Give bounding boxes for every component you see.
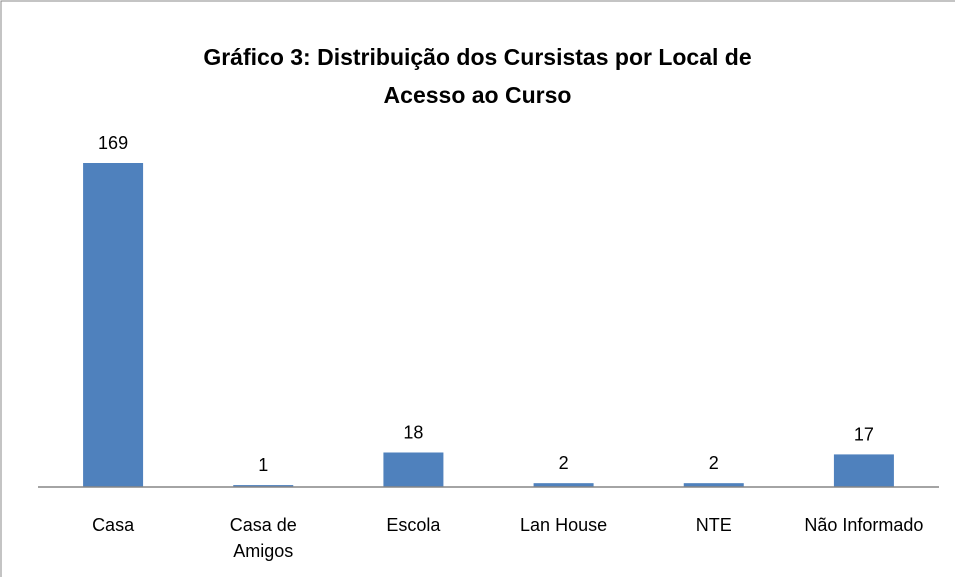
x-tick-label: Casa de Amigos xyxy=(229,515,297,561)
x-tick-label: Casa xyxy=(92,515,135,535)
data-label: 169 xyxy=(98,133,128,153)
bar xyxy=(683,483,744,487)
x-tick-label: Escola xyxy=(386,515,441,535)
x-tick-label: Não Informado xyxy=(804,515,924,535)
data-label: 1 xyxy=(258,455,268,475)
data-label: 18 xyxy=(403,422,423,442)
bar xyxy=(533,483,594,487)
bar xyxy=(233,485,294,487)
x-tick-label: Lan House xyxy=(520,515,608,535)
bar xyxy=(833,454,894,487)
bar xyxy=(83,163,144,487)
chart-title: Gráfico 3: Distribuição dos Cursistas po… xyxy=(203,44,752,108)
data-label: 2 xyxy=(559,453,569,473)
data-label: 17 xyxy=(854,424,874,444)
bar xyxy=(383,452,444,487)
x-tick-label: NTE xyxy=(695,515,732,535)
data-label: 2 xyxy=(709,453,719,473)
